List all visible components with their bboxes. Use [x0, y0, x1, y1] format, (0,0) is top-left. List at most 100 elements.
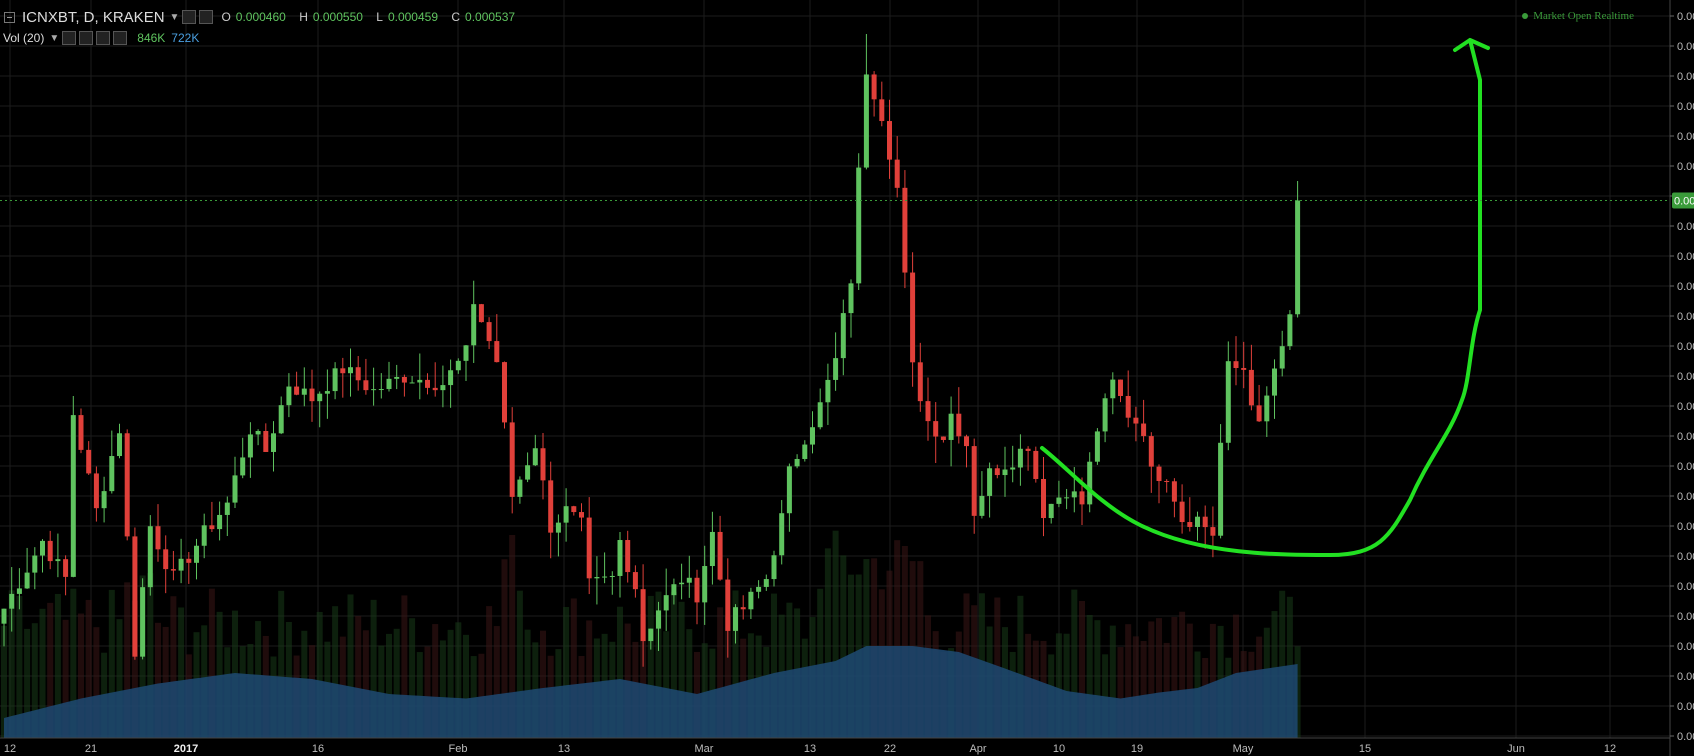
candle-body — [1171, 481, 1177, 502]
candle — [309, 369, 315, 422]
candle-body — [948, 413, 954, 440]
candle-body — [1225, 361, 1231, 443]
volume-bar — [62, 619, 69, 738]
volume-bar — [486, 606, 493, 738]
candle-body — [1133, 417, 1139, 424]
candle — [925, 377, 931, 441]
volume-bar — [70, 588, 77, 738]
candle — [602, 552, 608, 584]
candle — [155, 504, 161, 562]
candle — [217, 501, 223, 541]
status-text: Market Open Realtime — [1533, 10, 1634, 22]
candle-body — [1025, 448, 1031, 451]
candle-body — [956, 413, 962, 437]
volume-bar — [155, 622, 161, 738]
volume-bar — [1071, 589, 1078, 738]
volume-settings-icon[interactable] — [62, 31, 77, 45]
candle-body — [301, 388, 307, 395]
candle — [1133, 406, 1139, 442]
volume-bar — [617, 606, 623, 738]
candlestick-series — [1, 34, 1301, 667]
candle-body — [779, 513, 785, 556]
candle-body — [47, 540, 53, 562]
y-tick-label: 0.000460 — [1677, 311, 1694, 323]
candle — [756, 580, 762, 599]
y-tick-label: 0.000260 — [1677, 611, 1694, 623]
volume-bar — [316, 611, 323, 738]
candle-body — [240, 457, 246, 476]
candle — [1010, 445, 1016, 483]
candle — [24, 547, 30, 589]
volume-bar — [278, 590, 285, 738]
volume-format-icon[interactable] — [79, 31, 94, 45]
volume-label[interactable]: Vol (20) — [3, 31, 45, 45]
candle — [1025, 446, 1031, 471]
candle — [63, 555, 69, 596]
cup-drawing-curve[interactable] — [1040, 38, 1490, 557]
candle-body — [1233, 361, 1239, 368]
candle — [78, 408, 84, 454]
volume-bar — [1156, 618, 1162, 738]
candle — [1048, 503, 1054, 524]
time-axis[interactable]: 12 21 2017 16 Feb 13 Mar 13 22 Apr 10 19 May 15 Jun 12 — [0, 737, 1670, 755]
candle — [340, 357, 346, 398]
volume-bar — [678, 601, 685, 738]
candle-body — [632, 572, 638, 590]
candle — [455, 358, 461, 374]
volume-bar — [147, 573, 154, 738]
volume-bar — [16, 595, 23, 738]
candle — [448, 359, 454, 408]
candle — [47, 530, 53, 570]
candle — [201, 513, 207, 559]
volume-bar — [124, 582, 131, 738]
candle — [910, 252, 916, 387]
candle-body — [1125, 395, 1131, 418]
x-tick-label: 22 — [884, 743, 896, 755]
candle — [933, 402, 939, 463]
volume-ma-area — [4, 646, 1298, 738]
volume-bar — [54, 593, 61, 738]
candle-body — [486, 322, 492, 342]
candle — [948, 396, 954, 467]
candle — [178, 538, 184, 584]
low-label: L — [376, 10, 383, 24]
candle-body — [1264, 395, 1270, 422]
collapse-icon[interactable] — [4, 11, 15, 23]
candle — [817, 388, 823, 430]
price-axis[interactable]: 0.000180 0.000200 0.000220 0.000240 0.000260… — [1669, 0, 1694, 756]
candle — [348, 348, 353, 397]
volume-chevron-down-icon[interactable]: ▼ — [49, 32, 60, 44]
candle-body — [694, 577, 700, 603]
volume-add-icon[interactable] — [96, 31, 111, 45]
volume-remove-icon[interactable] — [113, 31, 128, 45]
candle — [409, 376, 415, 384]
candle — [386, 361, 392, 392]
candle-body — [525, 465, 531, 480]
candle-body — [925, 401, 931, 422]
symbol-title[interactable]: ICNXBT, D, KRAKEN — [22, 8, 165, 26]
candle — [332, 362, 338, 400]
candle — [994, 464, 1000, 479]
candle-body — [848, 283, 854, 314]
candle-body — [425, 379, 430, 388]
settings-icon[interactable] — [182, 10, 197, 24]
candle — [1033, 446, 1039, 483]
candle-body — [255, 431, 261, 435]
low-value: 0.000459 — [387, 10, 439, 24]
candle-body — [286, 386, 292, 406]
candle-body — [9, 593, 15, 609]
user-drawing[interactable] — [1040, 38, 1490, 557]
candle — [86, 441, 92, 475]
format-icon[interactable] — [199, 10, 214, 24]
close-label: C — [451, 10, 461, 24]
candle-body — [933, 421, 939, 437]
candle — [417, 353, 423, 400]
candle — [40, 539, 45, 573]
candle-body — [763, 579, 769, 587]
candle-body — [86, 449, 92, 474]
chevron-down-icon[interactable]: ▼ — [169, 11, 180, 23]
candle — [1148, 432, 1154, 493]
candle-body — [871, 74, 877, 100]
candle-body — [140, 587, 146, 657]
